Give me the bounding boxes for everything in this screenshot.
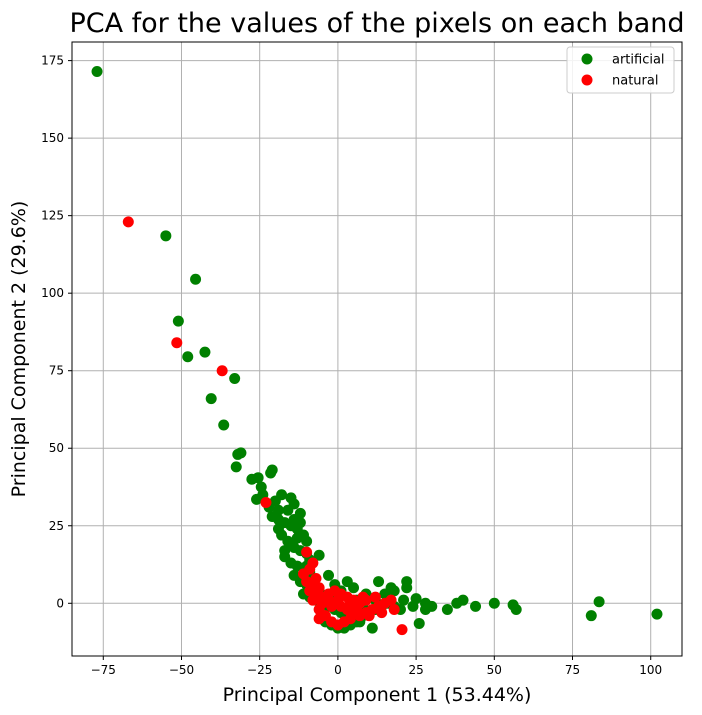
natural-point (396, 624, 408, 636)
natural-point (344, 597, 356, 609)
natural-point (344, 613, 356, 625)
artificial-point (301, 535, 313, 547)
natural-point (369, 591, 381, 603)
artificial-point (348, 582, 360, 594)
y-tick-label: 50 (49, 441, 64, 455)
x-tick-label: −25 (247, 663, 272, 677)
artificial-point (313, 549, 325, 561)
artificial-point (230, 461, 242, 473)
artificial-point (651, 608, 663, 620)
natural-point (316, 597, 328, 609)
artificial-point (218, 419, 230, 431)
artificial-point (407, 600, 419, 612)
series-artificial (91, 65, 663, 634)
x-tick-label: 50 (487, 663, 502, 677)
artificial-point (288, 498, 300, 510)
data-points (91, 65, 663, 636)
y-tick-label: 100 (41, 286, 64, 300)
legend-label-natural: natural (612, 74, 658, 89)
artificial-point (294, 517, 306, 529)
natural-point (313, 613, 325, 625)
natural-point (307, 594, 319, 606)
legend-marker-artificial (581, 53, 593, 65)
artificial-point (401, 582, 413, 594)
legend-label-artificial: artificial (612, 53, 665, 68)
x-axis-ticks: −75 −50 −25 0 25 50 75 100 (91, 656, 662, 677)
x-tick-label: 75 (565, 663, 580, 677)
artificial-point (419, 603, 431, 615)
artificial-point (388, 585, 400, 597)
artificial-point (232, 448, 244, 460)
artificial-point (413, 617, 425, 629)
y-axis-ticks: 0 25 50 75 100 125 150 175 (41, 54, 72, 610)
natural-point (388, 603, 400, 615)
x-tick-label: 25 (408, 663, 423, 677)
artificial-point (366, 622, 378, 634)
artificial-point (488, 597, 500, 609)
natural-point (122, 216, 134, 228)
artificial-point (199, 346, 211, 358)
y-tick-label: 175 (41, 54, 64, 68)
artificial-point (172, 315, 184, 327)
artificial-point (91, 65, 103, 77)
chart-title: PCA for the values of the pixels on each… (69, 8, 684, 39)
artificial-point (323, 569, 335, 581)
x-tick-label: −75 (91, 663, 116, 677)
artificial-point (252, 472, 264, 484)
x-tick-label: 0 (334, 663, 342, 677)
artificial-point (585, 610, 597, 622)
artificial-point (272, 523, 284, 535)
grid (72, 42, 682, 656)
natural-point (357, 591, 369, 603)
artificial-point (398, 594, 410, 606)
natural-point (171, 337, 183, 349)
artificial-point (266, 464, 278, 476)
artificial-point (205, 393, 217, 405)
artificial-point (470, 600, 482, 612)
y-tick-label: 0 (56, 596, 64, 610)
y-tick-label: 150 (41, 131, 64, 145)
artificial-point (457, 594, 469, 606)
y-axis-label: Principal Component 2 (29.6%) (8, 201, 30, 498)
x-tick-label: −50 (169, 663, 194, 677)
x-axis-label: Principal Component 1 (53.44%) (223, 684, 532, 706)
artificial-point (160, 230, 172, 242)
artificial-point (373, 576, 385, 588)
x-tick-label: 100 (639, 663, 662, 677)
artificial-point (510, 603, 522, 615)
legend-box (566, 46, 675, 94)
y-tick-label: 75 (49, 364, 64, 378)
artificial-point (279, 545, 291, 557)
y-tick-label: 125 (41, 209, 64, 223)
legend: artificial natural (566, 46, 675, 94)
natural-point (385, 594, 397, 606)
series-natural (122, 216, 408, 636)
natural-point (301, 546, 313, 558)
natural-point (363, 610, 375, 622)
artificial-point (593, 596, 605, 608)
natural-point (376, 607, 388, 619)
legend-marker-natural (581, 74, 593, 86)
artificial-point (190, 273, 202, 285)
natural-point (326, 600, 338, 612)
y-tick-label: 25 (49, 519, 64, 533)
natural-point (260, 497, 272, 508)
plot-frame (71, 41, 683, 657)
artificial-point (229, 372, 241, 384)
artificial-point (276, 489, 288, 501)
artificial-point (182, 351, 194, 363)
natural-point (216, 365, 228, 377)
artificial-point (272, 504, 284, 516)
artificial-point (441, 603, 453, 615)
